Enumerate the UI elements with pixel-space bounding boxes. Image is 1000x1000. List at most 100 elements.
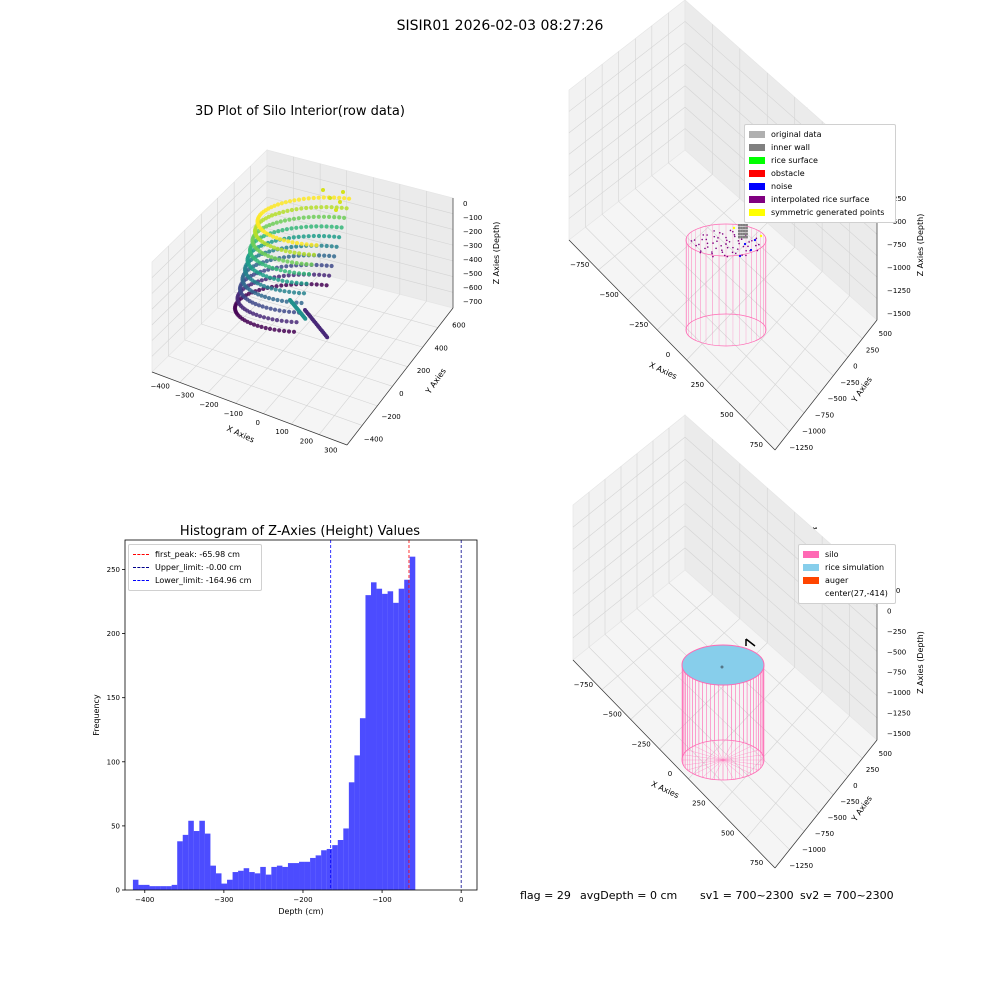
p1-point [329, 224, 334, 229]
p2-legend-swatch [749, 131, 765, 138]
p4-legend-entry: center(27,-414) [803, 587, 891, 600]
sv2-text: sv2 = 700~2300 [800, 889, 894, 902]
p1-point [249, 282, 254, 287]
p1-point [314, 282, 319, 287]
p1-y-tick-label: 0 [399, 390, 403, 398]
p1-point [319, 205, 324, 210]
p1-point-cloud [232, 188, 352, 340]
p1-point [289, 260, 295, 265]
p2-interp-point [726, 239, 728, 242]
p3-bar [321, 850, 327, 890]
p1-point [259, 324, 264, 329]
p1-point [261, 284, 267, 289]
p2-inner-wall-point [738, 230, 741, 233]
p1-point [272, 327, 277, 332]
p1-point [277, 210, 282, 216]
p2-x-axis-label: X Axies [648, 360, 679, 381]
p1-point [304, 281, 309, 286]
p1-point [266, 296, 272, 301]
p2-z-axis-label: Z Axies (Depth) [916, 214, 925, 277]
p4-y-tick-label: −1250 [789, 862, 813, 870]
p1-point [312, 272, 317, 277]
p1-point [294, 244, 299, 249]
p1-point [282, 218, 288, 223]
p1-point [309, 282, 314, 287]
p1-point [322, 253, 327, 258]
p4-silo-floor-line [702, 759, 724, 778]
p3-bar [293, 863, 300, 890]
p2-interp-point [704, 247, 706, 250]
p1-axes-box [151, 149, 454, 446]
p1-point [306, 234, 311, 239]
p1-point [287, 249, 293, 254]
p3-bar [304, 861, 311, 890]
p2-interp-point [742, 245, 745, 248]
p2-legend-entry: rice surface [749, 154, 891, 167]
p3-bar [409, 556, 416, 890]
p1-wall-grid [151, 212, 268, 326]
p1-point [304, 205, 309, 211]
p2-interp-point [756, 249, 759, 252]
p2-interp-point [699, 251, 702, 254]
p3-bar [138, 884, 144, 890]
p2-interp-point [745, 254, 747, 257]
p1-point [296, 234, 301, 239]
p1-point [332, 195, 337, 200]
p2-interp-point [745, 249, 747, 252]
p1-x-axis-label: X Axies [225, 424, 256, 445]
p4-x-tick-label: 250 [692, 800, 705, 808]
p4-wall-grid [572, 481, 686, 572]
p4-legend-swatch [803, 590, 819, 597]
p2-inner-wall-point [738, 227, 741, 230]
p2-x-tick-label: −750 [570, 261, 589, 269]
p4-legend-swatch [803, 577, 819, 584]
p1-wall-grid [151, 228, 268, 341]
p1-point [281, 273, 286, 278]
p1-y-tick-label: 400 [435, 344, 448, 352]
p4-silo-floor-line [683, 754, 724, 761]
panel3-histogram: −400 −300 −200 −100 0 0 50 100 150 200 250 Depth (c… [92, 539, 478, 916]
p4-wall-grid [684, 547, 878, 719]
p4-legend-entry: auger [803, 574, 891, 587]
p3-legend-swatch [133, 554, 149, 555]
p1-x-tick-label: 300 [324, 446, 337, 454]
p2-interp-point [693, 239, 696, 241]
p3-bar [359, 718, 366, 890]
p1-point [266, 264, 272, 269]
p1-z-axis-label: Z Axies (Depth) [492, 222, 501, 285]
p2-interp-point [721, 233, 724, 235]
p1-point [284, 264, 289, 269]
p4-legend-swatch [803, 564, 819, 571]
p1-point [281, 255, 287, 260]
p1-point [262, 268, 267, 273]
p2-legend-swatch [749, 157, 765, 164]
p3-bar [326, 848, 333, 890]
p1-point [328, 196, 332, 200]
p1-point [286, 254, 291, 259]
p1-point [291, 235, 296, 240]
p4-silo-floor-line [683, 759, 724, 766]
p1-point [306, 272, 312, 277]
p1-point [304, 242, 309, 247]
p1-point [309, 224, 314, 229]
p4-z-axis-label: Z Axies (Depth) [916, 631, 925, 694]
p1-point [275, 202, 281, 207]
p3-bar [155, 886, 161, 890]
p4-y-tick-label: −250 [840, 798, 859, 806]
p1-point [261, 315, 267, 320]
p2-interp-point [737, 240, 740, 242]
p1-point [260, 304, 265, 309]
p4-wall-grid [572, 436, 686, 528]
p3-bars [132, 556, 416, 890]
p1-point [278, 219, 283, 224]
p2-interp-point [725, 243, 727, 245]
p4-legend-entry: silo [803, 548, 891, 561]
p4-y-tick-label: −750 [815, 830, 834, 838]
p1-point [339, 225, 344, 230]
p2-noise-point [753, 238, 757, 242]
p2-floor-grid [585, 226, 790, 432]
p1-point [254, 262, 259, 267]
p1-point [281, 258, 286, 263]
p2-legend-entry: noise [749, 180, 891, 193]
p3-bar [160, 886, 167, 890]
